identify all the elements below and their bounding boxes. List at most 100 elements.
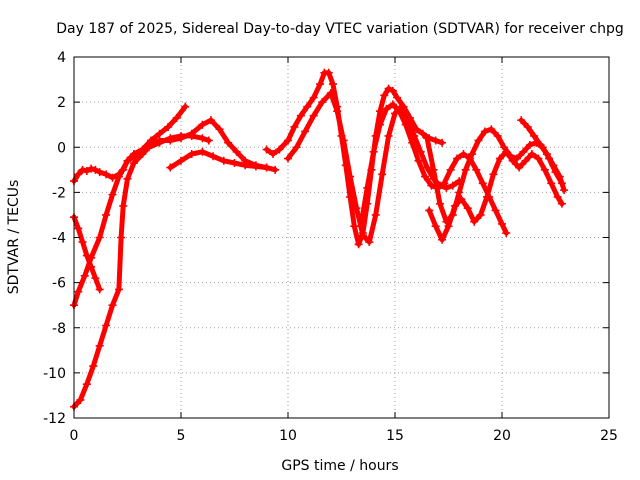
data-point bbox=[438, 138, 447, 147]
data-point bbox=[376, 120, 385, 129]
data-point bbox=[284, 154, 292, 163]
data-point bbox=[138, 150, 147, 159]
data-point bbox=[328, 80, 337, 89]
data-point bbox=[416, 147, 425, 156]
data-point bbox=[384, 131, 393, 140]
data-point bbox=[352, 204, 361, 213]
data-point bbox=[262, 163, 271, 172]
data-point bbox=[177, 134, 185, 143]
data-point bbox=[74, 287, 83, 296]
data-point bbox=[102, 321, 111, 330]
data-point bbox=[388, 86, 397, 95]
y-tick-label: -12 bbox=[43, 411, 66, 427]
data-traces bbox=[70, 68, 569, 411]
data-point bbox=[540, 165, 549, 174]
data-point bbox=[378, 170, 387, 179]
x-tick-label: 15 bbox=[386, 428, 404, 444]
data-point bbox=[382, 104, 391, 113]
data-point bbox=[438, 235, 447, 244]
data-point bbox=[117, 233, 126, 242]
data-point bbox=[114, 285, 123, 294]
x-tick-label: 25 bbox=[600, 428, 618, 444]
data-point bbox=[376, 107, 385, 116]
data-point bbox=[89, 362, 98, 371]
data-point bbox=[401, 120, 410, 129]
y-tick-label: -6 bbox=[52, 276, 66, 292]
data-point bbox=[76, 395, 85, 404]
data-point bbox=[455, 188, 464, 197]
data-point bbox=[224, 138, 233, 147]
data-point bbox=[95, 341, 104, 350]
data-point bbox=[232, 147, 241, 156]
data-point bbox=[450, 201, 459, 210]
data-point bbox=[474, 136, 483, 145]
data-point bbox=[108, 301, 117, 310]
data-point bbox=[491, 206, 500, 215]
data-point bbox=[198, 134, 207, 143]
data-point bbox=[440, 179, 449, 188]
trace-line bbox=[426, 149, 565, 243]
data-point bbox=[346, 172, 355, 181]
data-point bbox=[102, 170, 111, 179]
data-point bbox=[108, 173, 117, 182]
data-point bbox=[431, 222, 440, 231]
data-point bbox=[80, 271, 89, 280]
data-point bbox=[155, 136, 164, 145]
data-point bbox=[542, 150, 551, 159]
x-tick-label: 0 bbox=[70, 428, 79, 444]
data-point bbox=[536, 140, 545, 149]
data-point bbox=[164, 122, 173, 131]
y-tick-label: 2 bbox=[57, 95, 66, 111]
data-point bbox=[446, 165, 455, 174]
axis-ticks: 0 5 10 15 20 25 -12 -10 -8 -6 -4 -2 0 2 4 bbox=[43, 50, 618, 444]
data-point bbox=[557, 199, 566, 208]
chart-title: Day 187 of 2025, Sidereal Day-to-day VTE… bbox=[56, 21, 624, 37]
data-point bbox=[444, 222, 453, 231]
data-point bbox=[91, 274, 100, 283]
data-point bbox=[431, 136, 440, 145]
data-series-track-11 bbox=[517, 116, 569, 195]
data-point bbox=[275, 145, 284, 154]
data-point bbox=[74, 224, 83, 233]
data-point bbox=[166, 136, 175, 145]
data-point bbox=[461, 165, 470, 174]
data-point bbox=[453, 154, 462, 163]
y-tick-label: 0 bbox=[57, 140, 66, 156]
data-point bbox=[425, 206, 434, 215]
data-point bbox=[271, 165, 280, 174]
data-point bbox=[527, 150, 536, 159]
data-point bbox=[521, 156, 530, 165]
data-point bbox=[262, 145, 271, 154]
data-point bbox=[177, 156, 185, 165]
data-point bbox=[333, 107, 342, 116]
data-point bbox=[309, 111, 318, 120]
data-point bbox=[147, 140, 156, 149]
data-point bbox=[414, 156, 423, 165]
data-point bbox=[463, 204, 472, 213]
data-point bbox=[78, 238, 87, 247]
data-point bbox=[95, 233, 104, 242]
data-point bbox=[483, 192, 492, 201]
data-point bbox=[324, 68, 333, 77]
data-point bbox=[435, 199, 444, 208]
data-point bbox=[365, 238, 374, 247]
x-tick-label: 10 bbox=[279, 428, 297, 444]
data-point bbox=[269, 150, 278, 159]
data-point bbox=[219, 156, 228, 165]
data-point bbox=[108, 190, 117, 199]
data-point bbox=[215, 125, 224, 134]
data-point bbox=[114, 172, 123, 181]
data-point bbox=[547, 179, 556, 188]
data-point bbox=[318, 98, 327, 107]
data-point bbox=[472, 165, 481, 174]
data-point bbox=[530, 131, 539, 140]
data-point bbox=[187, 129, 196, 138]
data-point bbox=[457, 195, 466, 204]
y-axis-label: SDTVAR / TECUs bbox=[6, 180, 22, 295]
data-point bbox=[251, 162, 260, 171]
y-tick-label: -4 bbox=[52, 231, 66, 247]
trace-line bbox=[518, 117, 567, 193]
data-point bbox=[296, 111, 305, 120]
data-point bbox=[478, 179, 487, 188]
